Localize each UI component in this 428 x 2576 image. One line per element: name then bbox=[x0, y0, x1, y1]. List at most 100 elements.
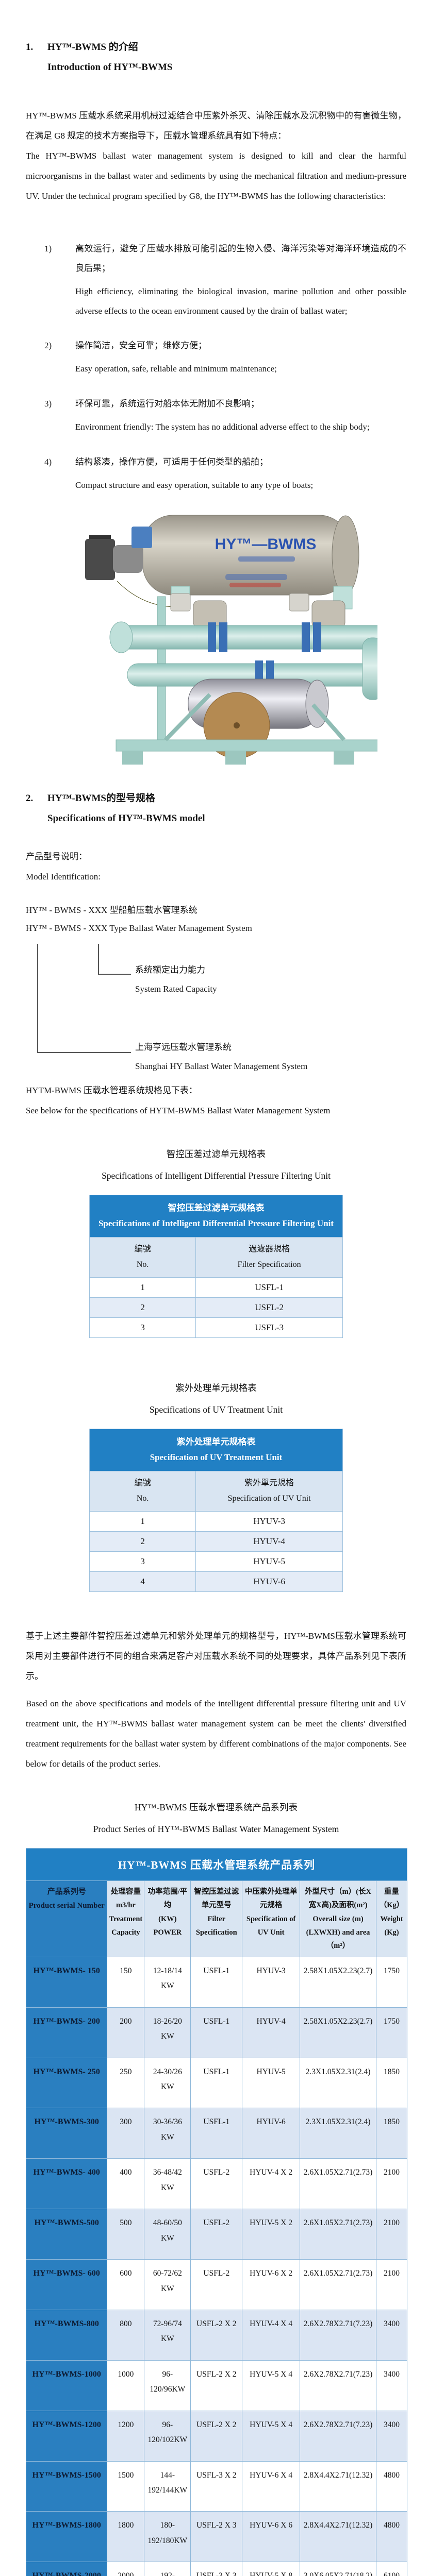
rated-capacity-zh: 系统额定出力能力 bbox=[135, 964, 205, 975]
bwms-system-photo: HY™—BWMS bbox=[26, 509, 406, 777]
table-row: HY™-BWMS- 400 400 36-48/42 KW USFL-2 HYU… bbox=[25, 2158, 407, 2210]
connector-line bbox=[98, 943, 131, 975]
cell-no: 2 bbox=[89, 1297, 196, 1318]
cell-serial: HY™-BWMS-1200 bbox=[25, 2410, 108, 2462]
cell-capacity: 200 bbox=[107, 2007, 145, 2058]
cell-uv: HYUV-5 X 8 bbox=[242, 2562, 301, 2576]
product-table-caption-zh: HY™-BWMS 压载水管理系统产品系列表 bbox=[134, 1802, 298, 1813]
header-capacity: 处理容量 m3/hr Treatment Capacity bbox=[107, 1880, 145, 1957]
uv-table-caption: 紫外处理单元规格表 Specifications of UV Treatment… bbox=[26, 1377, 406, 1420]
cell-power: 96-120/102KW bbox=[144, 2410, 191, 2462]
table-row: HY™-BWMS- 150 150 12-18/14 KW USFL-1 HYU… bbox=[25, 1956, 407, 2008]
cell-power: 144-192/144KW bbox=[144, 2461, 191, 2512]
cell-power: 48-60/50 KW bbox=[144, 2209, 191, 2260]
cell-weight: 3400 bbox=[376, 2309, 407, 2361]
list-item-text-en: Easy operation, safe, reliable and minim… bbox=[75, 364, 277, 374]
cell-uv: HYUV-4 X 4 bbox=[242, 2309, 301, 2361]
series-paragraph-zh: 基于上述主要部件智控压差过滤单元和紫外处理单元的规格型号，HY™-BWMS压载水… bbox=[26, 1631, 406, 1681]
cell-spec: USFL-3 bbox=[195, 1317, 343, 1338]
cell-filter: USFL-2 X 3 bbox=[190, 2511, 243, 2563]
cell-no: 3 bbox=[89, 1551, 196, 1572]
cell-serial: HY™-BWMS-2000 bbox=[25, 2562, 108, 2576]
cell-weight: 1850 bbox=[376, 2108, 407, 2159]
cell-size: 2.3X1.05X2.31(2.4) bbox=[300, 2057, 377, 2109]
cell-capacity: 2000 bbox=[107, 2562, 145, 2576]
product-series-table: HY™-BWMS 压载水管理系统产品系列 产品系列号 Product seria… bbox=[25, 1848, 407, 2576]
model-id-label-en: Model Identification: bbox=[26, 872, 101, 882]
list-item-text-en: Compact structure and easy operation, su… bbox=[75, 480, 314, 490]
cell-uv: HYUV-6 X 4 bbox=[242, 2461, 301, 2512]
list-item-text-zh: 高效运行，避免了压载水排放可能引起的生物入侵、海洋污染等对海洋环境造成的不良后果… bbox=[75, 244, 406, 273]
cell-spec: USFL-2 bbox=[195, 1297, 343, 1318]
cell-spec: HYUV-5 bbox=[195, 1551, 343, 1572]
cell-filter: USFL-2 X 2 bbox=[190, 2410, 243, 2462]
table-row: HY™-BWMS-2000 2000 192-192/192KW USFL-3 … bbox=[25, 2562, 407, 2576]
intro-paragraph-zh: HY™-BWMS 压载水系统采用机械过滤结合中压紫外杀灭、清除压载水及沉积物中的… bbox=[26, 111, 406, 141]
cell-uv: HYUV-5 X 4 bbox=[242, 2360, 301, 2411]
list-item: 4) 结构紧凑，操作方便，可适用于任何类型的船舶； Compact struct… bbox=[44, 452, 406, 495]
list-item-text-zh: 环保可靠，系统运行对船本体无附加不良影响； bbox=[75, 398, 259, 409]
list-item: 2) 操作简洁，安全可靠；维修方便； Easy operation, safe,… bbox=[44, 336, 406, 379]
product-table-caption-en: Product Series of HY™-BWMS Ballast Water… bbox=[93, 1824, 339, 1835]
model-id-label-zh: 产品型号说明： bbox=[26, 852, 87, 862]
cell-capacity: 1500 bbox=[107, 2461, 145, 2512]
rated-capacity-en: System Rated Capacity bbox=[135, 984, 217, 994]
section-number: 1. bbox=[26, 42, 34, 53]
table-row: 4 HYUV-6 bbox=[89, 1571, 343, 1592]
cell-serial: HY™-BWMS-1800 bbox=[25, 2511, 108, 2563]
cell-size: 2.6X1.05X2.71(2.73) bbox=[300, 2259, 377, 2310]
cell-spec: HYUV-3 bbox=[195, 1511, 343, 1532]
cell-filter: USFL-3 X 2 bbox=[190, 2461, 243, 2512]
cell-serial: HY™-BWMS- 150 bbox=[25, 1956, 108, 2008]
cell-size: 2.8X4.4X2.71(12.32) bbox=[300, 2461, 377, 2512]
cell-capacity: 250 bbox=[107, 2057, 145, 2109]
cell-serial: HY™-BWMS-1500 bbox=[25, 2461, 108, 2512]
header-power: 功率范围/平均 (KW) POWER bbox=[144, 1880, 191, 1957]
list-item-text-en: Environment friendly: The system has no … bbox=[75, 422, 370, 432]
cell-weight: 3400 bbox=[376, 2410, 407, 2462]
uv-table-caption-en: Specifications of UV Treatment Unit bbox=[149, 1404, 283, 1415]
cell-size: 2.6X2.78X2.71(7.23) bbox=[300, 2309, 377, 2361]
cell-filter: USFL-1 bbox=[190, 2007, 243, 2058]
header-filter: 智控压差过滤单元型号 Filter Specification bbox=[190, 1880, 243, 1957]
table-row: 2 USFL-2 bbox=[89, 1297, 343, 1318]
cell-power: 72-96/74 KW bbox=[144, 2309, 191, 2361]
feature-list: 1) 高效运行，避免了压载水排放可能引起的生物入侵、海洋污染等对海洋环境造成的不… bbox=[26, 239, 406, 495]
brand-label: 上海亨远压载水管理系统 Shanghai HY Ballast Water Ma… bbox=[135, 1038, 307, 1076]
column-header-spec: 過濾器規格 Filter Specification bbox=[195, 1236, 343, 1278]
cell-size: 2.8X4.4X2.71(12.32) bbox=[300, 2511, 377, 2563]
cell-uv: HYUV-6 X 6 bbox=[242, 2511, 301, 2563]
cell-capacity: 1000 bbox=[107, 2360, 145, 2411]
brand-zh: 上海亨远压载水管理系统 bbox=[135, 1042, 232, 1052]
cell-uv: HYUV-5 bbox=[242, 2057, 301, 2109]
table-row: 1 HYUV-3 bbox=[89, 1511, 343, 1532]
model-line-zh: HY™ - BWMS - XXX 型船舶压载水管理系统 bbox=[26, 905, 197, 915]
cell-capacity: 1800 bbox=[107, 2511, 145, 2563]
cell-capacity: 600 bbox=[107, 2259, 145, 2310]
list-item-number: 3) bbox=[44, 398, 52, 409]
cell-size: 2.6X1.05X2.71(2.73) bbox=[300, 2209, 377, 2260]
cell-filter: USFL-2 bbox=[190, 2209, 243, 2260]
table-row: HY™-BWMS- 200 200 18-26/20 KW USFL-1 HYU… bbox=[25, 2007, 407, 2058]
table-row: HY™-BWMS-800 800 72-96/74 KW USFL-2 X 2 … bbox=[25, 2309, 407, 2361]
cell-uv: HYUV-6 bbox=[242, 2108, 301, 2159]
table-row: HY™-BWMS- 600 600 60-72/62 KW USFL-2 HYU… bbox=[25, 2259, 407, 2310]
cell-weight: 2100 bbox=[376, 2158, 407, 2210]
cell-weight: 1750 bbox=[376, 2007, 407, 2058]
list-item-text-zh: 操作简洁，安全可靠；维修方便； bbox=[75, 341, 207, 351]
section-number: 2. bbox=[26, 793, 34, 804]
table-row: HY™-BWMS-300 300 30-36/36 KW USFL-1 HYUV… bbox=[25, 2108, 407, 2159]
cell-power: 96-120/96KW bbox=[144, 2360, 191, 2411]
table-row: 1 USFL-1 bbox=[89, 1277, 343, 1298]
table-row: HY™-BWMS-1500 1500 144-192/144KW USFL-3 … bbox=[25, 2461, 407, 2512]
cell-no: 4 bbox=[89, 1571, 196, 1592]
cell-capacity: 400 bbox=[107, 2158, 145, 2210]
table-row: HY™-BWMS-1000 1000 96-120/96KW USFL-2 X … bbox=[25, 2360, 407, 2411]
filter-table-caption: 智控压差过滤单元规格表 Specifications of Intelligen… bbox=[26, 1143, 406, 1187]
section-title-zh: HY™-BWMS 的介绍 bbox=[47, 42, 138, 53]
section-title-en: Specifications of HY™-BWMS model bbox=[47, 812, 205, 824]
cell-weight: 2100 bbox=[376, 2259, 407, 2310]
cell-size: 2.6X2.78X2.71(7.23) bbox=[300, 2410, 377, 2462]
table-row: HY™-BWMS- 250 250 24-30/26 KW USFL-1 HYU… bbox=[25, 2057, 407, 2109]
